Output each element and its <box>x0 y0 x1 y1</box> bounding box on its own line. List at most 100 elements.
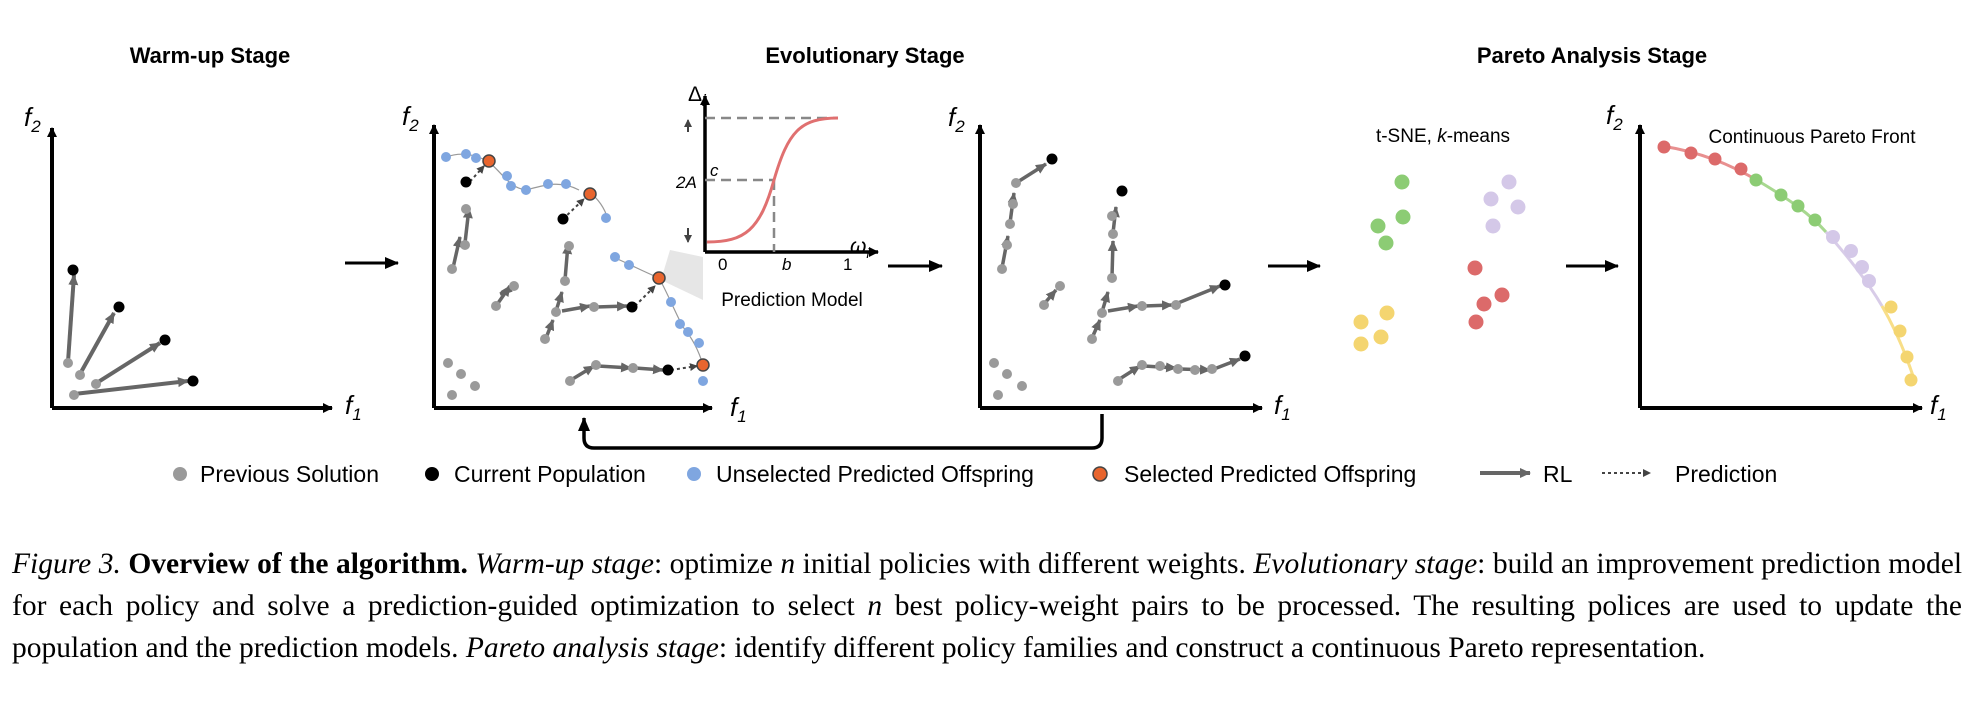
inset-tick-b: b <box>782 255 791 274</box>
warmup-x-axis-label: f1 <box>345 390 362 424</box>
pareto-front-label: Continuous Pareto Front <box>1708 127 1916 148</box>
previous-solution-dot <box>1002 369 1012 379</box>
previous-solution-dot <box>1190 365 1200 375</box>
caption-n-2: n <box>867 590 883 622</box>
unselected-offspring-dot <box>441 152 451 162</box>
previous-solution-dot <box>565 376 575 386</box>
caption-pareto-text: : identify different policy families and… <box>718 632 1706 664</box>
current-population-dot <box>1046 153 1058 165</box>
previous-solution-dot <box>509 281 519 291</box>
previous-solution-dot <box>1087 334 1097 344</box>
caption-title: Overview of the algorithm. <box>128 548 468 580</box>
previous-solution-dot <box>456 369 466 379</box>
unselected-offspring-dot <box>471 153 481 163</box>
unselected-offspring-dot <box>698 376 708 386</box>
legend-selected-label: Selected Predicted Offspring <box>1124 461 1416 487</box>
pareto-red-dot <box>1708 152 1722 166</box>
inset-title: Prediction Model <box>721 290 863 311</box>
inset-tick-0: 0 <box>718 255 727 274</box>
pareto-yellow-dot <box>1893 324 1907 338</box>
algorithm-overview-figure: Warm-up Stage Evolutionary Stage Pareto … <box>24 43 1947 487</box>
pareto-yellow-dot <box>1900 350 1914 364</box>
evolutionary-x-axis-label: f1 <box>730 392 747 426</box>
previous-solution-dot <box>1107 211 1117 221</box>
previous-solution-dot <box>591 360 601 370</box>
cluster-lavender-dot <box>1510 199 1526 215</box>
stage-title-evolutionary: Evolutionary Stage <box>765 43 964 68</box>
current-population-dot <box>1239 350 1251 362</box>
previous-solution-dot <box>1039 300 1049 310</box>
warmup-panel: f2 f1 <box>24 102 362 424</box>
selected-offspring-dot <box>696 358 710 372</box>
current-population-dot <box>113 301 125 313</box>
unselected-offspring-dot <box>624 260 634 270</box>
legend-current-marker <box>425 467 439 481</box>
figure-caption: Figure 3. Overview of the algorithm. War… <box>12 543 1962 669</box>
current-population-dot <box>187 375 199 387</box>
warmup-y-axis-label: f2 <box>24 102 41 136</box>
unselected-offspring-dot <box>506 181 516 191</box>
pareto-red-dot <box>1734 162 1748 176</box>
previous-solution-dot <box>589 302 599 312</box>
pareto-y-axis-label: f2 <box>1606 100 1623 134</box>
pareto-lavender-dot <box>1826 230 1840 244</box>
previous-solution-dot <box>1055 281 1065 291</box>
pareto-front-panel: f2 f1 Continuous Pareto Front <box>1606 100 1947 424</box>
unselected-offspring-dot <box>683 327 693 337</box>
pareto-red-dot <box>1684 146 1698 160</box>
previous-solution-dot <box>91 379 101 389</box>
previous-solution-dot <box>63 358 73 368</box>
previous-solution-dot <box>447 390 457 400</box>
previous-solution-dot <box>1108 229 1118 239</box>
previous-solution-dot <box>1173 364 1183 374</box>
pareto-green-dot <box>1791 199 1805 213</box>
unselected-offspring-dot <box>601 213 611 223</box>
tsne-kmeans-label: t-SNE, k-means <box>1376 126 1510 147</box>
current-population-dot <box>159 334 171 346</box>
caption-warmup-label: Warm-up stage <box>475 548 654 580</box>
cluster-red-dot <box>1476 296 1492 312</box>
previous-solution-dot <box>628 363 638 373</box>
unselected-offspring-dot <box>666 297 676 307</box>
unselected-offspring-dot <box>694 338 704 348</box>
caption-n-1: n <box>780 548 796 580</box>
previous-solution-dot <box>69 390 79 400</box>
caption-pareto-label: Pareto analysis stage <box>465 632 719 664</box>
unselected-offspring-dot <box>543 179 553 189</box>
caption-evolutionary-text-2: best policy-weight pairs to be processed… <box>12 590 1962 664</box>
previous-solution-dot <box>989 358 999 368</box>
caption-figure-label: Figure 3. <box>12 548 121 580</box>
stage-title-warmup: Warm-up Stage <box>130 43 291 68</box>
legend-prediction-label: Prediction <box>1675 461 1777 487</box>
current-population-dot <box>662 364 674 376</box>
selected-offspring-dot <box>482 154 496 168</box>
pareto-green-dot <box>1749 173 1763 187</box>
pareto-lavender-dot <box>1862 274 1876 288</box>
unselected-offspring-dot <box>675 319 685 329</box>
previous-solution-dot <box>1017 381 1027 391</box>
pareto-yellow-dot <box>1904 373 1918 387</box>
previous-solution-dot <box>491 301 501 311</box>
legend-unselected-label: Unselected Predicted Offspring <box>716 461 1034 487</box>
current-population-dot <box>1219 279 1231 291</box>
cluster-red-dot <box>1468 314 1484 330</box>
feedback-loop-arrow <box>578 414 1104 450</box>
previous-solution-dot <box>1005 219 1015 229</box>
caption-evolutionary-label: Evolutionary stage <box>1253 548 1478 580</box>
previous-solution-dot <box>1137 301 1147 311</box>
previous-solution-dot <box>443 358 453 368</box>
legend-previous-marker <box>173 467 187 481</box>
pareto-green-dot <box>1774 188 1788 202</box>
cluster-green-dot <box>1395 209 1411 225</box>
pareto-lavender-dot <box>1855 260 1869 274</box>
cluster-lavender-dot <box>1485 218 1501 234</box>
inset-y-label: Δi <box>688 83 707 110</box>
pareto-x-axis-label: f1 <box>1930 390 1947 424</box>
caption-warmup-text-2: initial policies with different weights. <box>795 548 1254 580</box>
caption-evolutionary-text-1: : build an improvement prediction model … <box>12 548 1963 622</box>
cluster-red-dot <box>1467 260 1483 276</box>
evolved-y-axis-label: f2 <box>948 102 965 136</box>
cluster-green-dot <box>1378 235 1394 251</box>
unselected-offspring-dot <box>461 149 471 159</box>
previous-solution-dot <box>470 381 480 391</box>
